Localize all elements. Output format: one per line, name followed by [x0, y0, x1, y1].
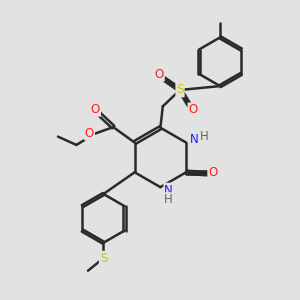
Text: S: S — [176, 83, 184, 97]
Text: N: N — [164, 184, 173, 196]
Text: H: H — [164, 193, 173, 206]
Text: N: N — [190, 133, 199, 146]
Text: H: H — [200, 130, 209, 142]
Text: O: O — [91, 103, 100, 116]
Text: S: S — [100, 252, 107, 265]
Text: O: O — [85, 127, 94, 140]
Text: O: O — [188, 103, 198, 116]
Text: O: O — [154, 68, 164, 81]
Text: O: O — [208, 166, 218, 179]
